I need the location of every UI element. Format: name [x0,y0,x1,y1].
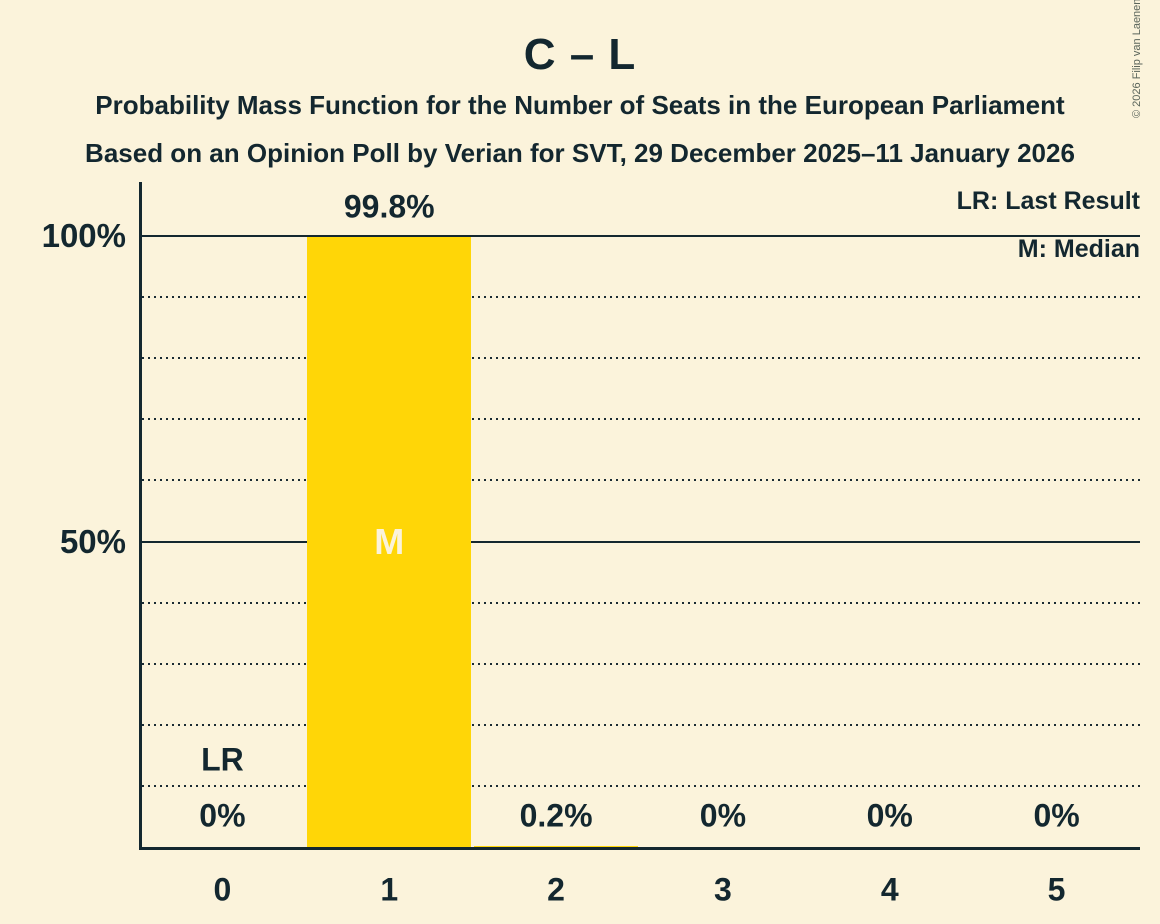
x-axis-line [139,847,1140,850]
gridline-30pct [142,662,1140,665]
value-label-seats-4: 0% [866,797,913,834]
x-tick-label-3: 3 [714,871,732,908]
gridline-10pct [142,784,1140,787]
x-tick-label-1: 1 [380,871,399,908]
y-axis-line [139,182,142,850]
value-label-seats-1: 99.8% [343,188,435,225]
gridline-50pct-solid [139,540,1140,543]
gridline-60pct [142,479,1140,482]
value-label-seats-3: 0% [699,797,747,834]
x-tick-label-4: 4 [880,871,899,908]
gridline-80pct [142,357,1140,360]
bar-seats-2 [474,845,639,847]
gridline-70pct [142,418,1140,421]
last-result-marker-label: LR [201,741,244,778]
legend-last-result: LR: Last Result [956,187,1140,215]
x-tick-label-2: 2 [547,871,565,908]
x-tick-label-0: 0 [213,871,232,908]
value-label-seats-2: 0.2% [519,797,593,834]
gridline-100pct-solid [139,235,1140,237]
y-tick-label-50pct: 50% [59,522,126,560]
gridline-90pct [142,296,1140,299]
gridline-20pct [142,723,1140,726]
gridline-40pct [142,601,1140,604]
y-tick-label-100pct: 100% [41,217,126,254]
value-label-seats-0: 0% [199,797,246,834]
chart-subtitle-line2: Based on an Opinion Poll by Verian for S… [85,138,1075,168]
median-marker-label: M [374,520,405,562]
bar-seats-1 [307,237,472,847]
copyright-notice: © 2026 Filip van Laenen [1131,0,1143,118]
x-tick-label-5: 5 [1047,871,1066,908]
legend-median: M: Median [1017,235,1140,263]
chart-subtitle-line1: Probability Mass Function for the Number… [95,90,1065,120]
value-label-seats-5: 0% [1033,797,1080,834]
chart-title: C – L [523,30,637,79]
plot-area: 0% 99.8% 0.2% 0% 0% 0% 0 1 2 3 4 5 LR M [139,182,1140,908]
